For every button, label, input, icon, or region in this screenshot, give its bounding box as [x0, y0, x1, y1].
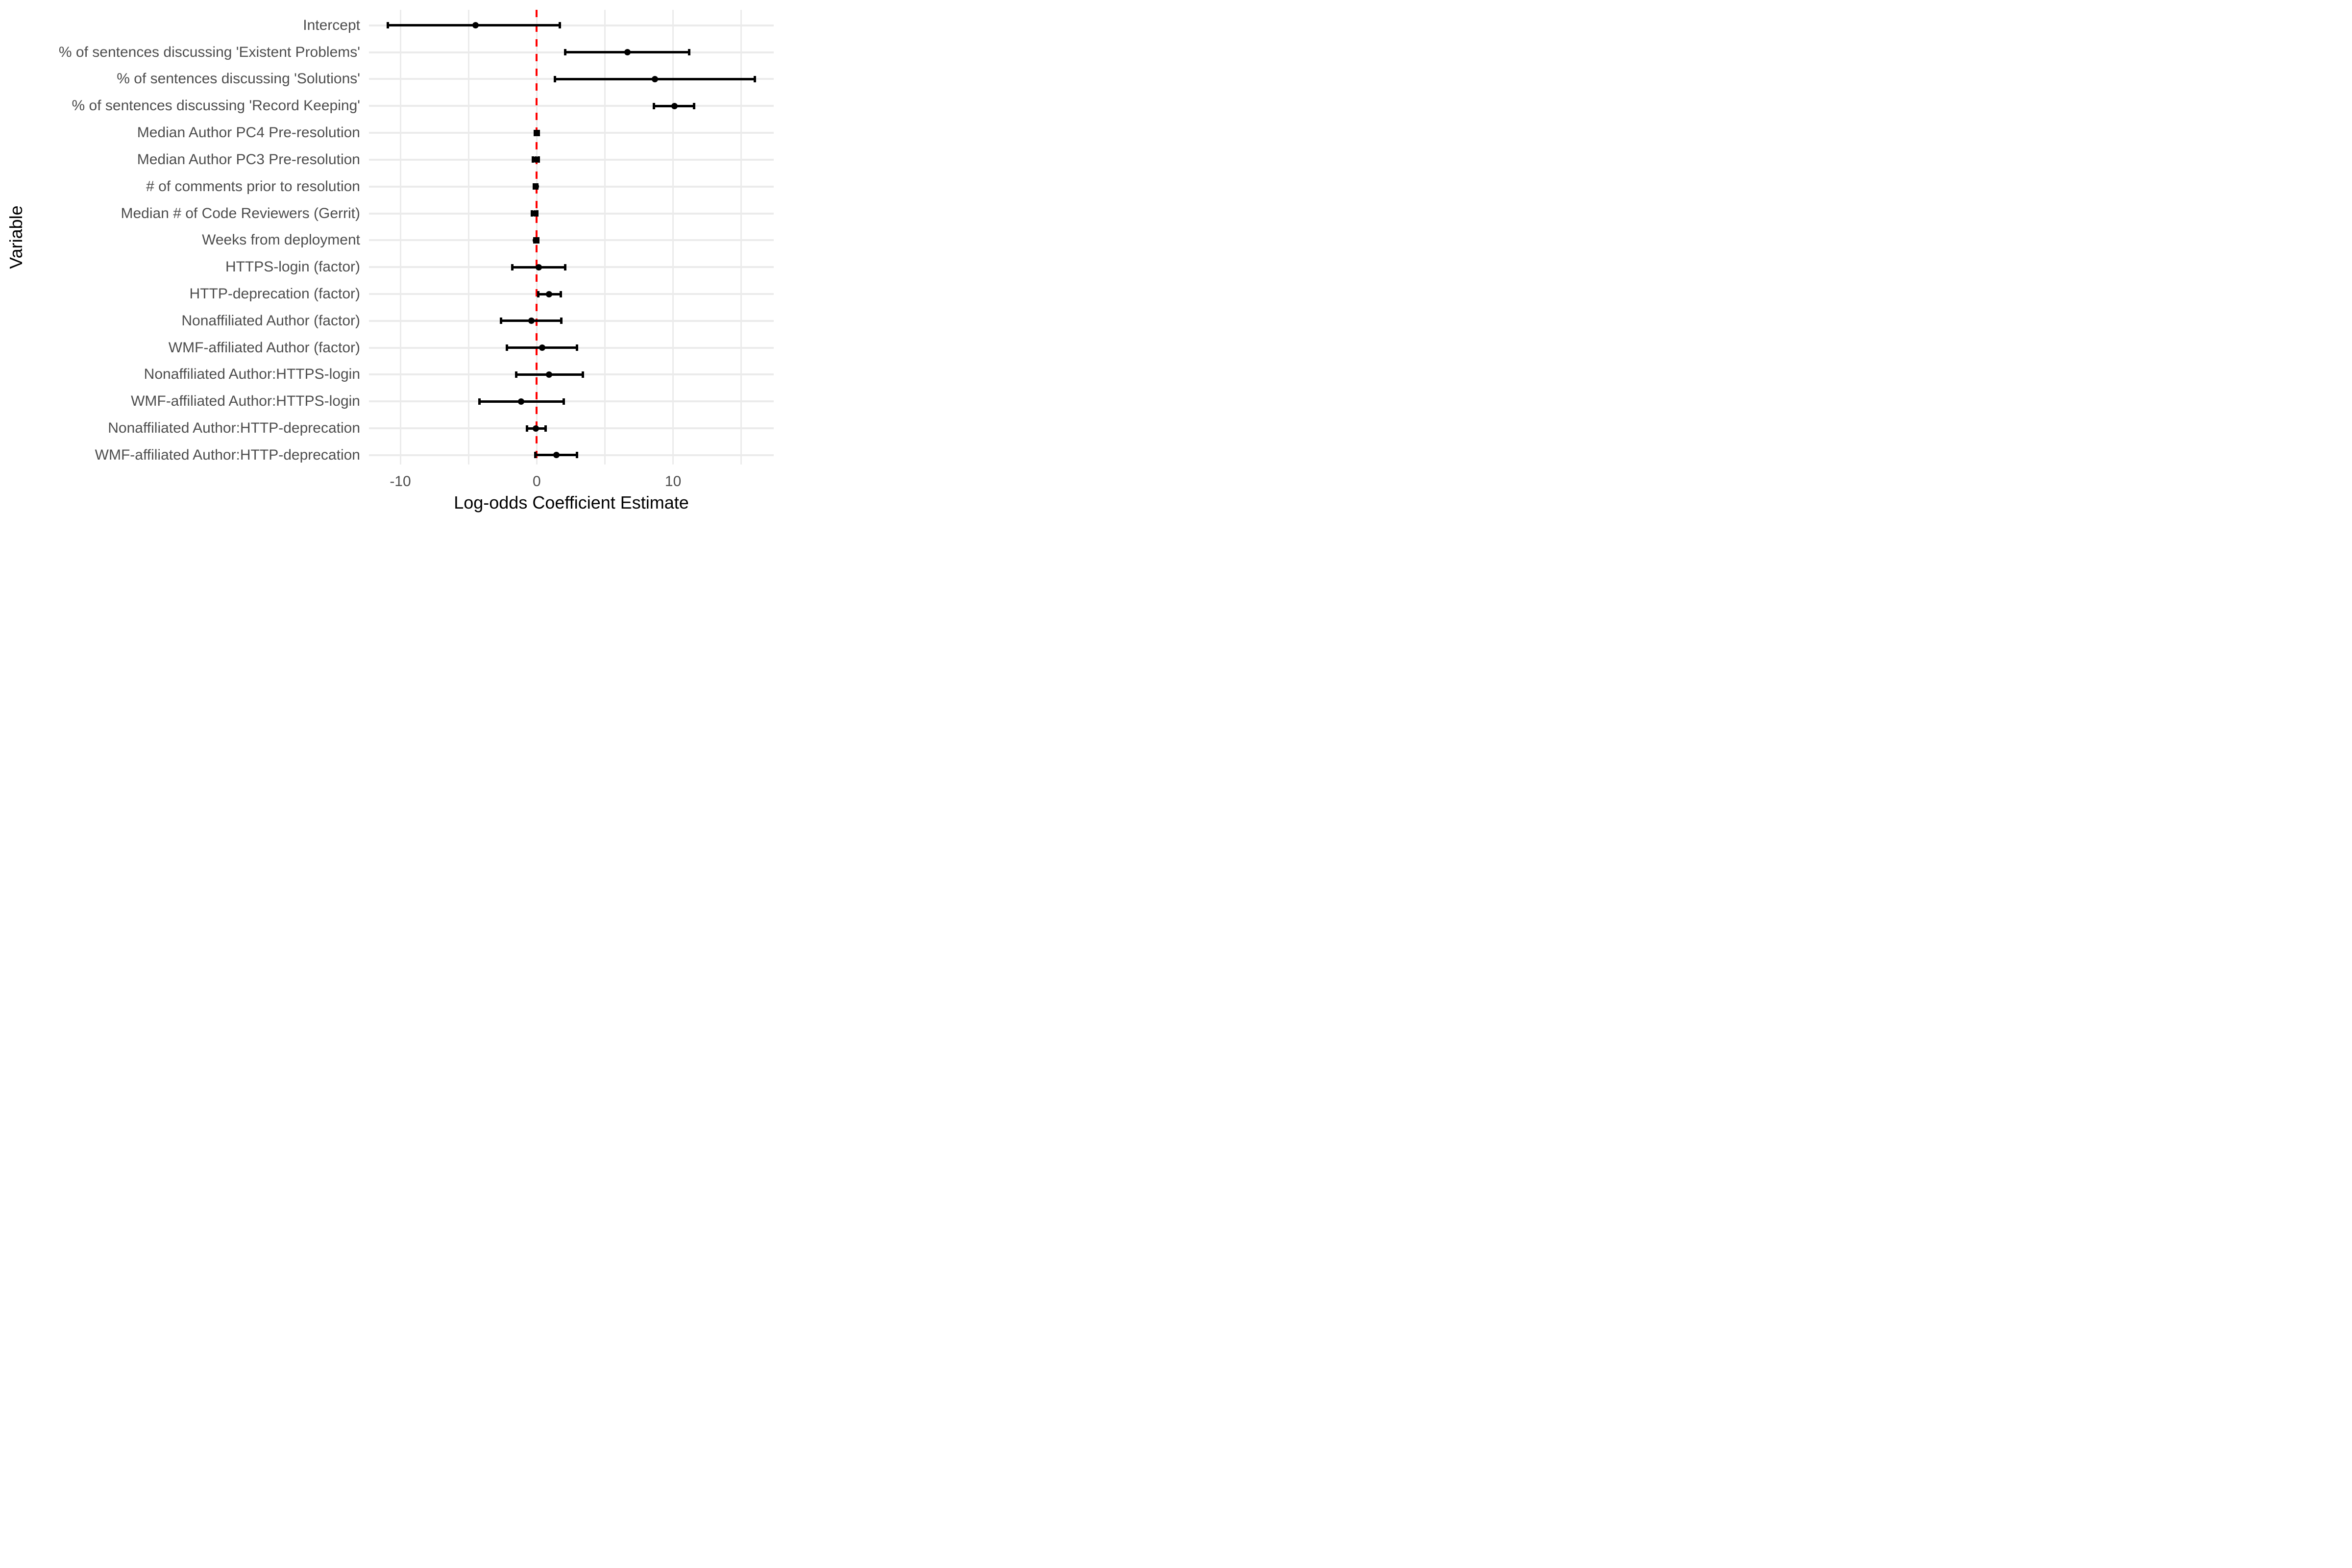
y-axis-label: % of sentences discussing 'Existent Prob…: [58, 44, 360, 60]
y-axis-label: HTTPS-login (factor): [225, 259, 360, 275]
y-axis-label: Nonaffiliated Author:HTTP-deprecation: [108, 420, 360, 437]
x-gridline: [604, 10, 606, 465]
row-gridline: [369, 24, 774, 26]
row-gridline: [369, 293, 774, 295]
ci-cap-high: [559, 22, 562, 29]
ci-cap-low: [564, 49, 567, 56]
ci-cap-high: [544, 425, 547, 432]
x-gridline: [740, 10, 742, 465]
x-tick-label: 0: [532, 473, 541, 490]
point-estimate-dot: [545, 291, 552, 297]
ci-cap-low: [511, 264, 514, 270]
point-estimate-dot: [624, 49, 631, 56]
point-estimate-dot: [651, 75, 658, 82]
x-tick-label: 10: [664, 473, 682, 490]
point-estimate-dot: [533, 425, 539, 432]
point-estimate-dot: [553, 452, 560, 459]
plot-panel: [369, 10, 774, 465]
y-axis-label: WMF-affiliated Author:HTTP-deprecation: [95, 446, 360, 463]
row-gridline: [369, 132, 774, 134]
ci-cap-high: [693, 102, 696, 109]
x-tick-label: -10: [390, 473, 411, 490]
point-estimate-dot: [533, 237, 539, 244]
row-gridline: [369, 105, 774, 107]
y-axis-label: Nonaffiliated Author:HTTPS-login: [144, 366, 360, 383]
y-axis-label: Intercept: [303, 17, 360, 33]
x-gridline: [467, 10, 469, 465]
point-estimate-dot: [531, 210, 538, 217]
ci-cap-low: [526, 425, 529, 432]
point-estimate-dot: [517, 398, 524, 405]
row-gridline: [369, 427, 774, 430]
ci-cap-high: [575, 344, 578, 351]
point-estimate-dot: [539, 344, 545, 351]
ci-cap-low: [500, 318, 503, 324]
ci-cap-low: [653, 102, 656, 109]
row-gridline: [369, 239, 774, 242]
ci-cap-low: [554, 75, 557, 82]
x-axis-title: Log-odds Coefficient Estimate: [454, 492, 689, 513]
ci-cap-high: [563, 398, 565, 405]
row-gridline: [369, 400, 774, 403]
ci-cap-high: [560, 291, 563, 297]
ci-cap-low: [387, 22, 390, 29]
point-estimate-dot: [535, 264, 542, 270]
row-gridline: [369, 266, 774, 269]
y-axis-label: Nonaffiliated Author (factor): [181, 312, 360, 329]
point-estimate-dot: [671, 102, 678, 109]
row-gridline: [369, 185, 774, 188]
ci-cap-low: [537, 291, 539, 297]
ci-cap-high: [688, 49, 691, 56]
ci-cap-low: [515, 371, 518, 378]
y-axis-label: % of sentences discussing 'Solutions': [117, 71, 360, 87]
ci-cap-high: [575, 452, 578, 459]
y-axis-label: WMF-affiliated Author:HTTPS-login: [131, 393, 360, 410]
point-estimate-dot: [472, 22, 479, 29]
y-axis-label: Median Author PC3 Pre-resolution: [137, 151, 360, 168]
forest-plot-figure: Variable Intercept% of sentences discuss…: [0, 0, 784, 523]
row-gridline: [369, 212, 774, 215]
row-gridline: [369, 158, 774, 161]
x-gridline: [672, 10, 674, 465]
y-axis-label: Median # of Code Reviewers (Gerrit): [121, 205, 360, 221]
ci-cap-high: [582, 371, 585, 378]
point-estimate-dot: [533, 129, 540, 136]
point-estimate-dot: [545, 371, 552, 378]
row-gridline: [369, 319, 774, 322]
ci-cap-low: [478, 398, 481, 405]
y-axis-label: # of comments prior to resolution: [146, 178, 360, 195]
ci-cap-low: [534, 452, 537, 459]
point-estimate-dot: [533, 156, 539, 163]
ci-cap-high: [564, 264, 567, 270]
ci-cap-high: [754, 75, 757, 82]
point-estimate-dot: [532, 183, 539, 190]
y-axis-label: Median Author PC4 Pre-resolution: [137, 124, 360, 141]
y-axis-label: WMF-affiliated Author (factor): [168, 339, 360, 356]
ci-cap-high: [560, 318, 563, 324]
y-axis-label: % of sentences discussing 'Record Keepin…: [72, 98, 360, 114]
ci-cap-low: [505, 344, 508, 351]
y-axis-label: Weeks from deployment: [202, 232, 360, 248]
x-gridline: [399, 10, 401, 465]
point-estimate-dot: [528, 318, 535, 324]
y-axis-label: HTTP-deprecation (factor): [189, 286, 360, 302]
